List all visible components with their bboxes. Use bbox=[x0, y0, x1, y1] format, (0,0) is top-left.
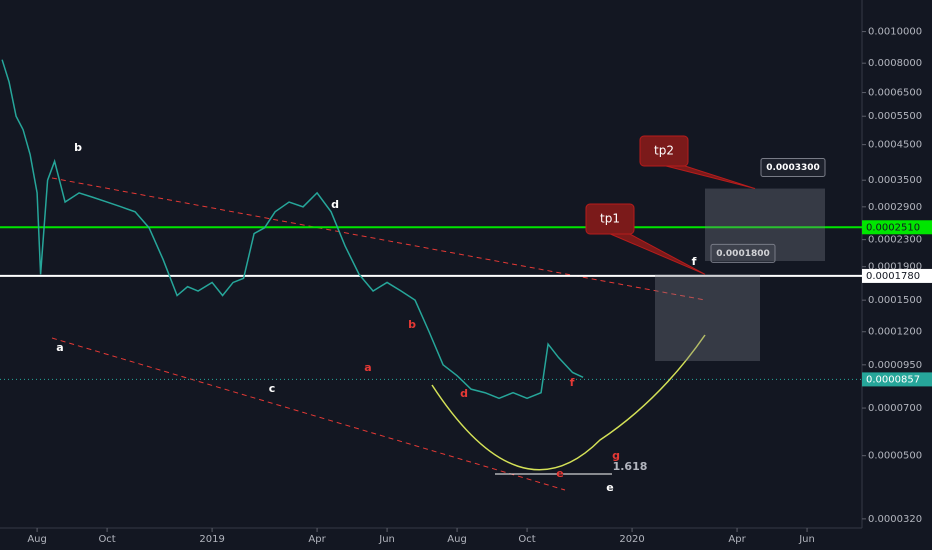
trendline bbox=[51, 337, 566, 491]
price-tag-label: 0.0001780 bbox=[866, 271, 920, 282]
y-tick-label: 0.0000320 bbox=[868, 514, 922, 525]
wave-label: b bbox=[408, 318, 416, 331]
y-tick-label: 0.0000950 bbox=[868, 360, 922, 371]
target-zone bbox=[655, 274, 760, 361]
y-tick-label: 0.0004500 bbox=[868, 140, 922, 151]
trendlines bbox=[51, 177, 706, 491]
y-tick-label: 0.0003500 bbox=[868, 175, 922, 186]
y-tick-label: 0.0002900 bbox=[868, 202, 922, 213]
value-box-label: 0.0001800 bbox=[716, 249, 770, 259]
value-box bbox=[760, 158, 826, 178]
value-box bbox=[710, 243, 776, 263]
y-tick-label: 0.0010000 bbox=[868, 27, 922, 38]
x-tick-label: Aug bbox=[27, 534, 47, 545]
callout-box bbox=[585, 203, 635, 235]
x-tick-label: Jun bbox=[798, 534, 815, 545]
wave-label: e bbox=[606, 481, 613, 494]
x-tick-label: Oct bbox=[98, 534, 115, 545]
x-tick-label: Apr bbox=[728, 534, 746, 545]
price-line-series bbox=[1, 59, 584, 400]
y-tick-label: 0.0001200 bbox=[868, 327, 922, 338]
wave-label: f bbox=[692, 255, 697, 268]
y-tick-label: 0.0001900 bbox=[868, 262, 922, 273]
wave-label: e bbox=[556, 467, 563, 480]
x-tick-label: Jun bbox=[378, 534, 395, 545]
callout-box bbox=[639, 135, 689, 167]
wave-label: f bbox=[570, 376, 575, 389]
x-tick-label: Oct bbox=[518, 534, 535, 545]
price-tag-label: 0.0000857 bbox=[866, 374, 920, 385]
target-zone bbox=[705, 188, 825, 261]
x-tick-label: 2020 bbox=[619, 534, 644, 545]
y-tick-label: 0.0002300 bbox=[868, 235, 922, 246]
wave-label: d bbox=[331, 198, 339, 211]
callout-label: tp2 bbox=[654, 144, 674, 158]
price-tag bbox=[862, 372, 932, 387]
price-tag bbox=[862, 220, 932, 235]
x-tick-label: Aug bbox=[447, 534, 467, 545]
price-tag-label: 0.0002510 bbox=[866, 222, 920, 233]
y-tick-label: 0.0001500 bbox=[868, 295, 922, 306]
wave-label: d bbox=[460, 387, 468, 400]
x-tick-label: Apr bbox=[308, 534, 326, 545]
y-tick-label: 0.0000700 bbox=[868, 403, 922, 414]
y-tick-label: 0.0006500 bbox=[868, 88, 922, 99]
x-tick-label: 2019 bbox=[199, 534, 224, 545]
wave-label: c bbox=[269, 382, 276, 395]
wave-label: g bbox=[612, 449, 620, 462]
y-tick-label: 0.0005500 bbox=[868, 111, 922, 122]
value-box-label: 0.0003300 bbox=[766, 163, 820, 173]
y-tick-label: 0.0000500 bbox=[868, 451, 922, 462]
wave-label: a bbox=[364, 361, 371, 374]
callout-label: tp1 bbox=[600, 212, 620, 226]
trendline bbox=[51, 177, 706, 301]
price-tag bbox=[862, 268, 932, 283]
wave-label: b bbox=[74, 141, 82, 154]
y-tick-label: 0.0008000 bbox=[868, 58, 922, 69]
projection-curve bbox=[431, 334, 706, 471]
wave-label: a bbox=[56, 341, 63, 354]
wave-label: 1.618 bbox=[613, 460, 648, 473]
